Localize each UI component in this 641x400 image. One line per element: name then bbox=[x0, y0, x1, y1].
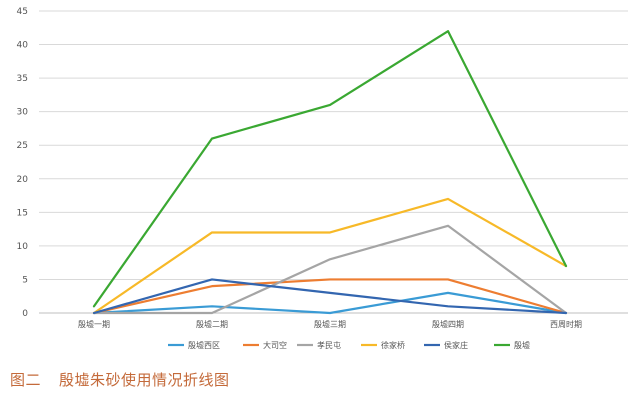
legend-item: 殷墟 bbox=[494, 340, 530, 350]
y-tick-label: 10 bbox=[17, 242, 29, 252]
chart-background bbox=[0, 0, 641, 362]
y-tick-label: 35 bbox=[17, 74, 28, 84]
x-tick-label: 殷墟一期 bbox=[78, 319, 110, 329]
series-line-4 bbox=[92, 197, 568, 315]
y-tick-label: 25 bbox=[17, 141, 28, 151]
legend-item: 大司空 bbox=[243, 340, 287, 350]
x-tick-label: 殷墟四期 bbox=[432, 319, 464, 329]
series-lines bbox=[92, 30, 568, 315]
series-line-6 bbox=[92, 30, 568, 308]
series-line-1 bbox=[92, 291, 568, 315]
y-tick-label: 45 bbox=[17, 7, 28, 17]
legend-label: 大司空 bbox=[263, 340, 287, 350]
legend-item: 孝民屯 bbox=[297, 340, 341, 350]
y-tick-label: 30 bbox=[17, 108, 29, 118]
x-axis-tick-labels: 殷墟一期 殷墟二期 殷墟三期 殷墟四期 西周时期 bbox=[78, 319, 582, 329]
figure-caption: 图二 殷墟朱砂使用情况折线图 bbox=[10, 369, 230, 390]
caption-text: 殷墟朱砂使用情况折线图 bbox=[59, 371, 230, 389]
y-tick-label: 5 bbox=[22, 275, 28, 285]
x-tick-label: 西周时期 bbox=[550, 319, 582, 329]
legend-item: 侯家庄 bbox=[424, 340, 468, 350]
series-line-3 bbox=[92, 224, 568, 315]
y-tick-label: 40 bbox=[17, 41, 29, 51]
x-tick-label: 殷墟二期 bbox=[196, 319, 228, 329]
legend-item: 殷墟西区 bbox=[168, 340, 220, 350]
y-tick-label: 15 bbox=[17, 208, 28, 218]
legend-label: 孝民屯 bbox=[317, 340, 341, 350]
y-tick-label: 20 bbox=[17, 175, 29, 185]
legend-item: 徐家桥 bbox=[361, 340, 405, 350]
legend: 殷墟西区 大司空 孝民屯 徐家桥 侯家庄 殷墟 bbox=[168, 340, 530, 350]
series-line-5 bbox=[92, 278, 568, 315]
x-tick-label: 殷墟三期 bbox=[314, 319, 346, 329]
series-line-2 bbox=[92, 278, 568, 315]
figure-number: 图二 bbox=[10, 371, 42, 389]
y-tick-label: 0 bbox=[22, 309, 28, 319]
legend-label: 殷墟西区 bbox=[188, 340, 220, 350]
legend-label: 侯家庄 bbox=[444, 340, 468, 350]
y-axis-tick-labels: 0 5 10 15 20 25 30 35 40 45 bbox=[17, 7, 29, 319]
legend-label: 徐家桥 bbox=[381, 340, 405, 350]
legend-label: 殷墟 bbox=[514, 340, 530, 350]
